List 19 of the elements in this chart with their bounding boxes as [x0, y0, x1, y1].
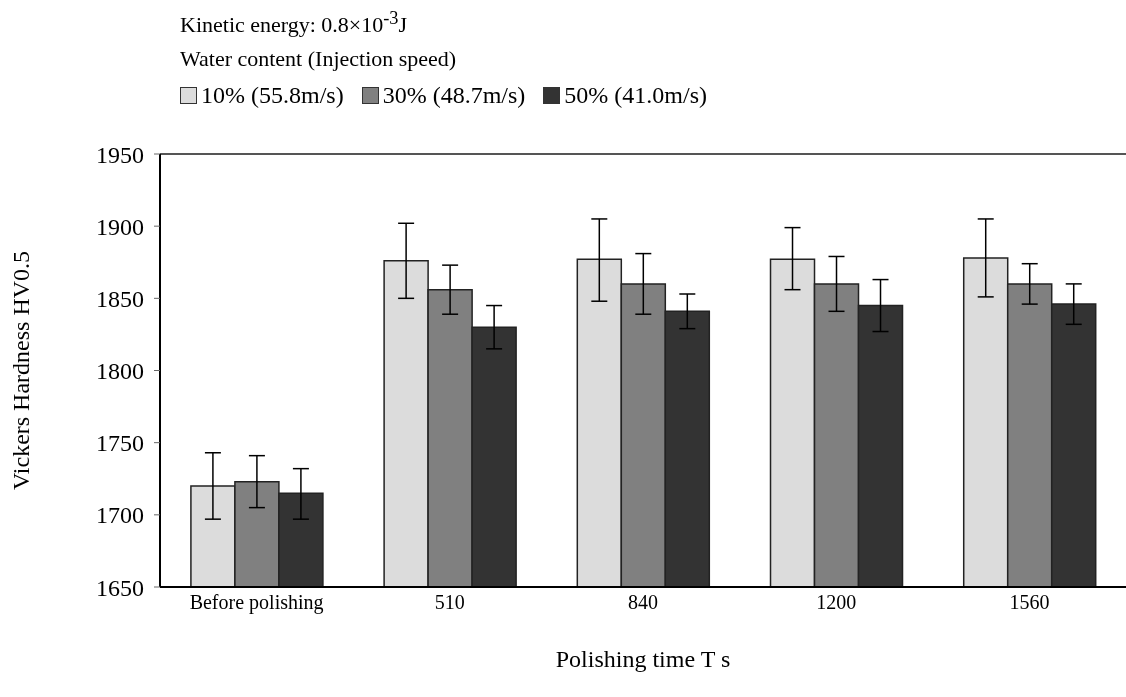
x-tick-label: Before polishing	[189, 591, 324, 615]
y-tick-label: 1700	[96, 502, 144, 529]
y-tick-label: 1900	[96, 213, 144, 240]
x-axis-title: Polishing time T s	[555, 646, 731, 672]
legend-label: 30% (48.7m/s)	[382, 82, 526, 109]
y-tick-label: 1950	[96, 141, 144, 168]
x-tick-label: 840	[628, 591, 658, 614]
x-tick-label: 1200	[816, 591, 857, 614]
y-tick-label: 1650	[96, 574, 144, 601]
chart-title: Kinetic energy: 0.8×10$^{-3}$J	[180, 8, 408, 39]
x-tick-label: 510	[434, 591, 465, 614]
legend-title: Water content (Injection speed)	[180, 46, 457, 72]
y-axis-title: Vickers Hardness HV0.5	[7, 250, 34, 491]
y-tick-label: 1750	[96, 430, 144, 457]
legend-label: 50% (41.0m/s)	[564, 82, 707, 109]
legend-label: 10% (55.8m/s)	[201, 82, 344, 109]
x-tick-label: 1560	[1009, 591, 1050, 614]
y-tick-label: 1800	[96, 358, 144, 385]
y-tick-label: 1850	[96, 285, 144, 312]
